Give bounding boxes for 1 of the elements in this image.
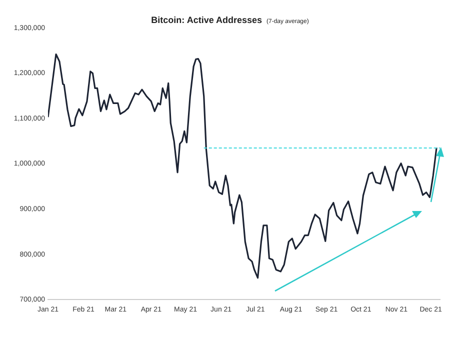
chart-title: Bitcoin: Active Addresses xyxy=(151,15,262,25)
